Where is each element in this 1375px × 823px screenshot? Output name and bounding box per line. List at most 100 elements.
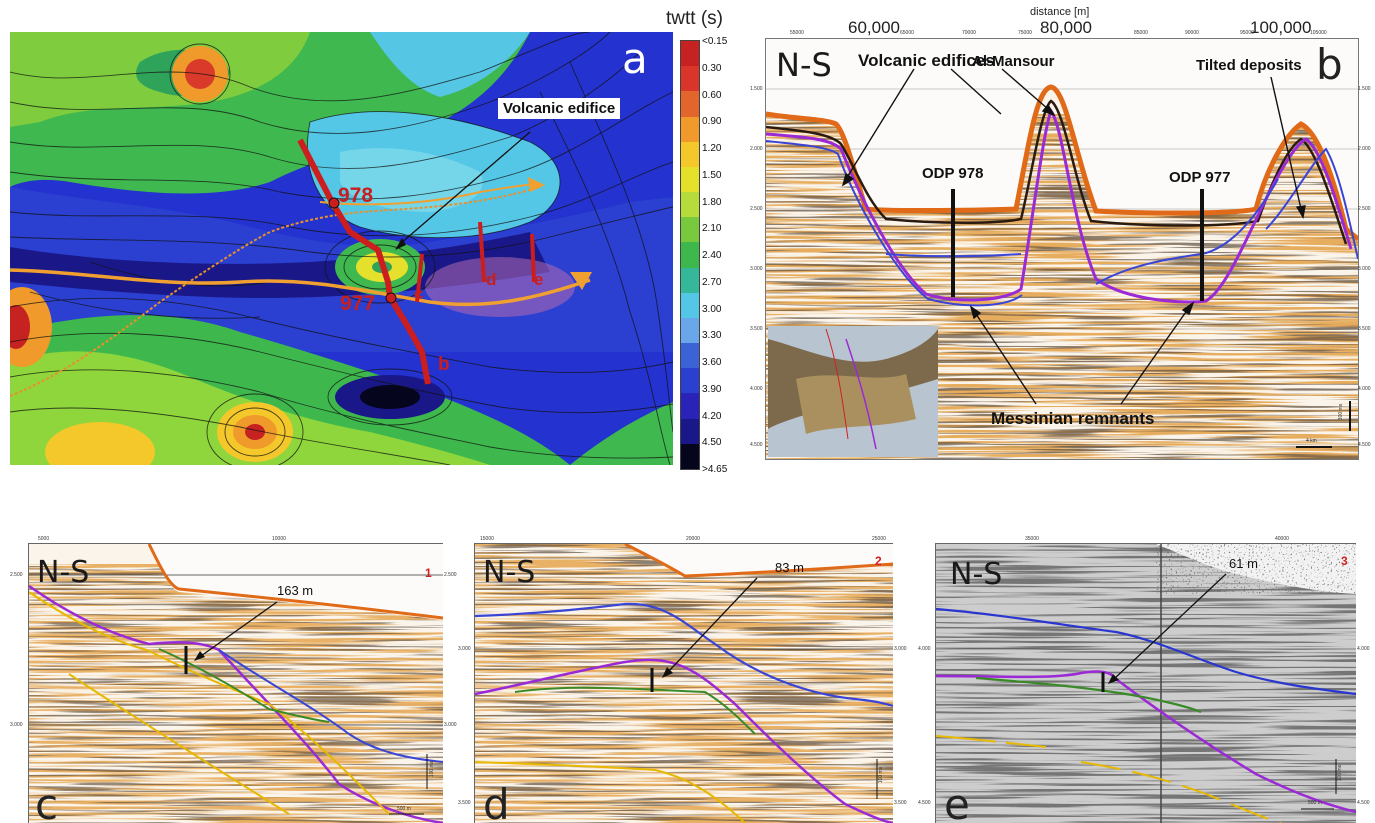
colorbar-swatch (681, 242, 699, 268)
colorbar-tick-label: 3.00 (702, 303, 722, 315)
panel-b-top-tick-2: 80,000 (1040, 18, 1092, 37)
b-right-ticks-label: 2.500 (1358, 206, 1371, 212)
panel-b-scale-horizontal: 4 km (1306, 438, 1317, 444)
colorbar-tick-label: <0.15 (702, 36, 728, 47)
colorbar (680, 40, 700, 470)
colorbar-tick-label: 1.80 (702, 196, 722, 208)
colorbar-swatch (681, 141, 699, 167)
d-top-ticks-label: 15000 (480, 536, 494, 542)
panel-c-seismic-section (29, 544, 443, 823)
colorbar-ticks: <0.15 0.30 0.60 0.90 1.20 1.50 1.80 2.10 2.40 2.7… (702, 36, 742, 476)
c-top-ticks-label: 10000 (272, 536, 286, 542)
b-left-ticks-label: 4.500 (750, 442, 763, 448)
panel-d-seismic: N-S 2 83 m d 100 ms (474, 543, 893, 823)
panel-d-seismic-section (475, 544, 893, 823)
panel-c-letter: c (35, 780, 59, 823)
panel-b-seismic: N-S b Volcanic edifices Al-Mansour Tilte… (765, 38, 1359, 460)
d-right-ticks-label: 3.500 (894, 800, 907, 806)
colorbar-tick-label: 0.60 (702, 89, 722, 101)
colorbar-swatch (681, 116, 699, 142)
c-left-ticks-label: 3.000 (10, 722, 23, 728)
profile-b-label: b (438, 354, 450, 375)
d-left-ticks-label: 3.500 (458, 800, 471, 806)
colorbar-swatch (681, 368, 699, 394)
panel-e-orientation: N-S (950, 557, 1003, 592)
panel-b-scale-vertical: 300 ms (1338, 403, 1345, 421)
panel-c-scale-vertical: 100 ms (429, 760, 436, 778)
profile-d-label: d (486, 270, 497, 289)
panel-b-letter: b (1316, 40, 1343, 89)
panel-b-axis-title: distance [m] (1030, 6, 1090, 18)
colorbar-swatch (681, 267, 699, 293)
b-small-ticks-label: 70000 (962, 30, 976, 36)
c-right-ticks-label: 2.500 (444, 572, 457, 578)
volcanic-edifices-label: Volcanic edifices (858, 51, 995, 70)
panel-d-scale-vertical: 100 ms (878, 766, 885, 784)
d-left-ticks-label: 3.000 (458, 646, 471, 652)
b-small-ticks-label: 95000 (1240, 30, 1254, 36)
colorbar-swatch (681, 393, 699, 419)
colorbar-swatch (681, 292, 699, 318)
panel-e-seismic-section (936, 544, 1356, 823)
b-right-ticks-label: 2.000 (1358, 146, 1371, 152)
tilted-deposits-label: Tilted deposits (1196, 57, 1302, 74)
colorbar-tick-label: 2.70 (702, 276, 722, 288)
b-small-ticks-label: 55000 (790, 30, 804, 36)
al-mansour-label: Al-Mansour (972, 53, 1055, 70)
panel-b-seismic-section (766, 39, 1358, 459)
panel-b-top-tick-1: 60,000 (848, 18, 900, 37)
colorbar-swatch (681, 317, 699, 344)
colorbar-tick-label: 2.10 (702, 223, 722, 235)
volcanic-edifice-label: Volcanic edifice (498, 98, 621, 119)
b-left-ticks-label: 2.000 (750, 146, 763, 152)
b-small-ticks-label: 90000 (1185, 30, 1199, 36)
panel-b-orientation: N-S (776, 46, 832, 84)
panel-c-orientation: N-S (37, 555, 90, 590)
b-right-ticks-label: 1.500 (1358, 86, 1371, 92)
e-left-ticks-label: 4.000 (918, 646, 931, 652)
colorbar-swatch (681, 41, 699, 67)
panel-e-number: 3 (1341, 554, 1348, 568)
well-978-label: 978 (338, 184, 374, 207)
colorbar-title: twtt (s) (666, 8, 723, 29)
colorbar-tick-label: 3.60 (702, 357, 722, 368)
panel-c-seismic: N-S 1 163 m c 100 ms 500 m (28, 543, 443, 823)
e-right-ticks-label: 4.500 (1357, 800, 1370, 806)
colorbar-swatch (681, 91, 699, 117)
b-small-ticks-label: 105000 (1310, 30, 1327, 36)
odp-977-label: ODP 977 (1169, 169, 1231, 186)
b-small-ticks-label: 75000 (1018, 30, 1032, 36)
panel-d-number: 2 (875, 554, 882, 568)
d-right-ticks-label: 3.000 (894, 646, 907, 652)
colorbar-swatch (681, 166, 699, 193)
panel-b-top-tick-3: 100,000 (1250, 18, 1312, 37)
e-left-ticks-label: 4.500 (918, 800, 931, 806)
colorbar-tick-label: 1.20 (702, 143, 722, 154)
colorbar-tick-label: 2.40 (702, 250, 722, 261)
c-right-ticks-label: 3.000 (444, 722, 457, 728)
panel-e-scale-vertical: 100 ms (1337, 764, 1344, 782)
colorbar-tick-label: 3.30 (702, 330, 722, 342)
panel-c-scale-horizontal: 500 m (397, 806, 411, 812)
profile-c-label: c (414, 284, 424, 303)
colorbar-swatch (681, 418, 699, 444)
panel-d-measure: 83 m (775, 560, 804, 575)
b-small-ticks-label: 85000 (1134, 30, 1148, 36)
d-top-ticks-label: 20000 (686, 536, 700, 542)
colorbar-tick-label: 0.30 (702, 62, 722, 74)
colorbar-tick-label: >4.65 (702, 464, 728, 475)
colorbar-tick-label: 1.50 (702, 169, 722, 181)
b-left-ticks-label: 3.500 (750, 326, 763, 332)
d-top-ticks-label: 25000 (872, 536, 886, 542)
c-left-ticks-label: 2.500 (10, 572, 23, 578)
colorbar-swatch (681, 217, 699, 243)
e-top-ticks-label: 40000 (1275, 536, 1289, 542)
messinian-remnants-label: Messinian remnants (991, 409, 1155, 428)
panel-a-map: 978 977 b c d e Volcanic edifice a (10, 32, 673, 465)
b-left-ticks-label: 3.000 (750, 266, 763, 272)
colorbar-tick-label: 3.90 (702, 383, 722, 395)
panel-e-seismic: N-S 3 61 m e 100 ms 500 m (935, 543, 1356, 823)
colorbar-tick-label: 4.20 (702, 410, 722, 422)
b-left-ticks-label: 1.500 (750, 86, 763, 92)
odp-978-label: ODP 978 (922, 165, 984, 182)
